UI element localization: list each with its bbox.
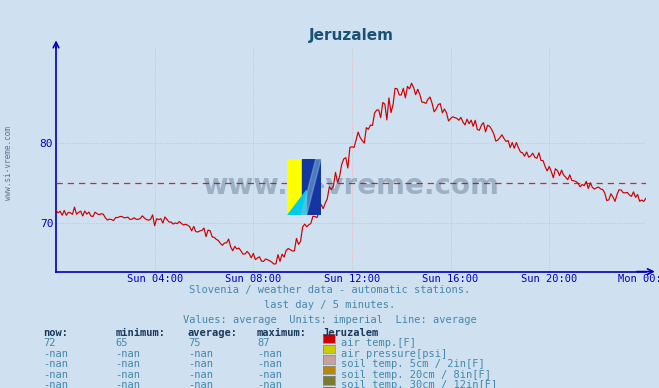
Polygon shape: [301, 159, 321, 215]
Text: minimum:: minimum:: [115, 328, 165, 338]
Text: -nan: -nan: [115, 359, 140, 369]
Text: -nan: -nan: [257, 359, 282, 369]
Title: Jeruzalem: Jeruzalem: [308, 28, 393, 43]
Text: Values: average  Units: imperial  Line: average: Values: average Units: imperial Line: av…: [183, 315, 476, 325]
Polygon shape: [287, 159, 306, 215]
Text: -nan: -nan: [257, 380, 282, 388]
Text: 65: 65: [115, 338, 128, 348]
Text: soil temp. 20cm / 8in[F]: soil temp. 20cm / 8in[F]: [341, 370, 491, 380]
Text: soil temp. 30cm / 12in[F]: soil temp. 30cm / 12in[F]: [341, 380, 497, 388]
Text: 87: 87: [257, 338, 270, 348]
Text: -nan: -nan: [43, 349, 68, 359]
Text: Slovenia / weather data - automatic stations.: Slovenia / weather data - automatic stat…: [189, 285, 470, 295]
Text: air temp.[F]: air temp.[F]: [341, 338, 416, 348]
Text: maximum:: maximum:: [257, 328, 307, 338]
Text: -nan: -nan: [43, 380, 68, 388]
Text: soil temp. 5cm / 2in[F]: soil temp. 5cm / 2in[F]: [341, 359, 484, 369]
Polygon shape: [287, 190, 306, 215]
Text: -nan: -nan: [257, 370, 282, 380]
Text: now:: now:: [43, 328, 68, 338]
Text: -nan: -nan: [115, 370, 140, 380]
Text: www.si-vreme.com: www.si-vreme.com: [4, 126, 13, 200]
Text: -nan: -nan: [115, 349, 140, 359]
Text: last day / 5 minutes.: last day / 5 minutes.: [264, 300, 395, 310]
Text: 72: 72: [43, 338, 55, 348]
Text: average:: average:: [188, 328, 238, 338]
Text: -nan: -nan: [188, 370, 213, 380]
Polygon shape: [302, 159, 321, 215]
Text: -nan: -nan: [188, 349, 213, 359]
Text: air pressure[psi]: air pressure[psi]: [341, 349, 447, 359]
Text: 75: 75: [188, 338, 200, 348]
Text: -nan: -nan: [257, 349, 282, 359]
Text: www.si-vreme.com: www.si-vreme.com: [202, 172, 500, 200]
Text: -nan: -nan: [188, 359, 213, 369]
Text: -nan: -nan: [43, 359, 68, 369]
Text: -nan: -nan: [188, 380, 213, 388]
Text: Jeruzalem: Jeruzalem: [323, 328, 379, 338]
Text: -nan: -nan: [115, 380, 140, 388]
Text: -nan: -nan: [43, 370, 68, 380]
